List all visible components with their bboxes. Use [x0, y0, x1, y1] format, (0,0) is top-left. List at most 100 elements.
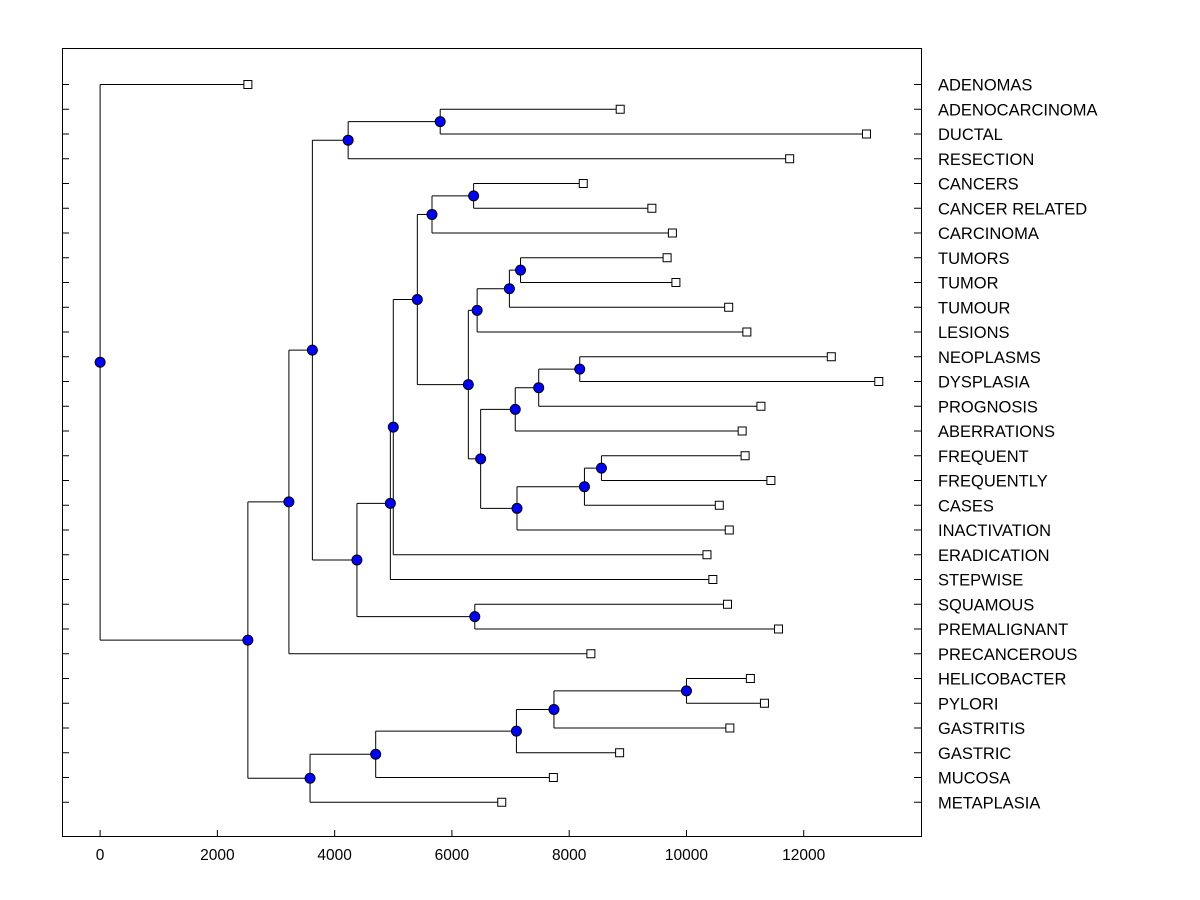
leaf-marker — [756, 401, 766, 411]
leaf-label: CANCER RELATED — [938, 200, 1087, 218]
x-tick-label: 8000 — [552, 847, 587, 864]
leaf-marker — [586, 649, 596, 659]
leaf-label: PROGNOSIS — [938, 398, 1038, 416]
leaf-marker — [745, 674, 755, 683]
leaf-label: NEOPLASMS — [938, 349, 1041, 367]
leaf-marker — [615, 748, 625, 758]
leaf-label: INACTIVATION — [938, 522, 1051, 540]
cluster-node — [434, 116, 446, 128]
cluster-node — [351, 554, 363, 566]
leaf-label: FREQUENT — [938, 448, 1029, 466]
leaf-label: TUMOUR — [938, 299, 1010, 317]
cluster-node — [509, 403, 521, 415]
leaf-label: CARCINOMA — [938, 225, 1039, 243]
cluster-node — [387, 421, 399, 433]
leaf-label: SQUAMOUS — [938, 596, 1034, 614]
cluster-node — [595, 462, 607, 474]
cluster-node — [515, 264, 527, 276]
leaf-marker — [714, 500, 724, 510]
leaf-marker — [671, 278, 681, 287]
cluster-node — [304, 772, 316, 784]
cluster-node — [384, 497, 396, 509]
cluster-node — [578, 481, 590, 493]
cluster-node — [511, 502, 523, 514]
leaf-marker — [723, 599, 733, 609]
leaf-marker — [742, 327, 752, 337]
cluster-node — [342, 134, 354, 146]
leaf-label: PREMALIGNANT — [938, 621, 1068, 639]
leaf-marker — [667, 228, 677, 238]
leaf-marker — [785, 154, 795, 164]
leaf-marker — [766, 476, 776, 485]
leaf-marker — [578, 179, 588, 188]
leaf-marker — [759, 698, 769, 708]
cluster-node — [574, 363, 586, 375]
y-ticks — [62, 84, 921, 803]
leaf-label: ADENOMAS — [938, 77, 1032, 95]
leaf-marker — [724, 525, 734, 535]
leaf-marker — [243, 80, 253, 89]
leaf-label: GASTRITIS — [938, 720, 1025, 738]
leaf-marker — [737, 426, 747, 436]
leaf-marker — [548, 773, 558, 782]
cluster-node — [468, 190, 480, 202]
leaf-label: TUMOR — [938, 275, 999, 293]
cluster-node — [411, 294, 423, 306]
cluster-node — [462, 379, 474, 391]
leaf-label: DYSPLASIA — [938, 374, 1030, 392]
cluster-node — [283, 496, 295, 508]
leaf-marker — [774, 624, 784, 634]
leaf-label: ABERRATIONS — [938, 423, 1055, 441]
leaf-label: HELICOBACTER — [938, 671, 1066, 689]
leaf-marker — [861, 129, 871, 139]
leaf-label: MUCOSA — [938, 770, 1010, 788]
cluster-node — [680, 685, 692, 697]
cluster-node — [242, 634, 254, 646]
leaf-label: STEPWISE — [938, 572, 1023, 590]
cluster-node — [471, 304, 483, 316]
leaf-label: METAPLASIA — [938, 794, 1040, 812]
cluster-node — [503, 283, 515, 295]
cluster-node — [510, 725, 522, 737]
leaf-label: PRECANCEROUS — [938, 646, 1077, 664]
leaf-label: TUMORS — [938, 250, 1010, 268]
leaf-marker — [708, 575, 718, 584]
cluster-node — [306, 344, 318, 356]
x-tick-label: 6000 — [435, 847, 470, 864]
leaf-marker — [874, 377, 884, 386]
x-tick-label: 2000 — [200, 847, 235, 864]
x-tick-label: 4000 — [317, 847, 352, 864]
leaf-label: CASES — [938, 497, 994, 515]
cluster-node — [469, 611, 481, 623]
leaf-marker — [740, 451, 750, 461]
cluster-node — [94, 356, 106, 368]
leaf-marker — [826, 352, 836, 362]
leaf-label: CANCERS — [938, 176, 1019, 194]
leaf-marker — [615, 104, 625, 114]
cluster-node — [370, 748, 382, 760]
cluster-node — [475, 453, 487, 465]
leaf-label: ERADICATION — [938, 547, 1050, 565]
leaf-label: DUCTAL — [938, 126, 1003, 144]
leaf-marker — [725, 723, 735, 733]
x-tick-label: 0 — [96, 847, 105, 864]
leaf-marker — [724, 302, 734, 312]
x-axis: 0 2000 4000 6000 8000 10000 12000 — [96, 830, 826, 864]
leaf-marker — [647, 203, 657, 213]
x-tick-label: 10000 — [665, 847, 708, 864]
leaf-markers — [243, 80, 884, 807]
leaf-marker — [497, 797, 507, 807]
leaf-label: LESIONS — [938, 324, 1010, 342]
leaf-labels: ADENOMAS ADENOCARCINOMA DUCTAL RESECTION CAN… — [938, 77, 1098, 813]
node-markers — [94, 116, 692, 784]
cluster-node — [548, 703, 560, 715]
cluster-node — [533, 382, 545, 394]
leaf-marker — [662, 253, 672, 263]
cluster-node — [426, 208, 438, 220]
leaf-marker — [702, 550, 712, 560]
x-tick-label: 12000 — [782, 847, 825, 864]
leaf-label: GASTRIC — [938, 745, 1011, 763]
leaf-label: ADENOCARCINOMA — [938, 101, 1098, 119]
plot-frame — [62, 48, 922, 837]
leaf-label: FREQUENTLY — [938, 473, 1048, 491]
